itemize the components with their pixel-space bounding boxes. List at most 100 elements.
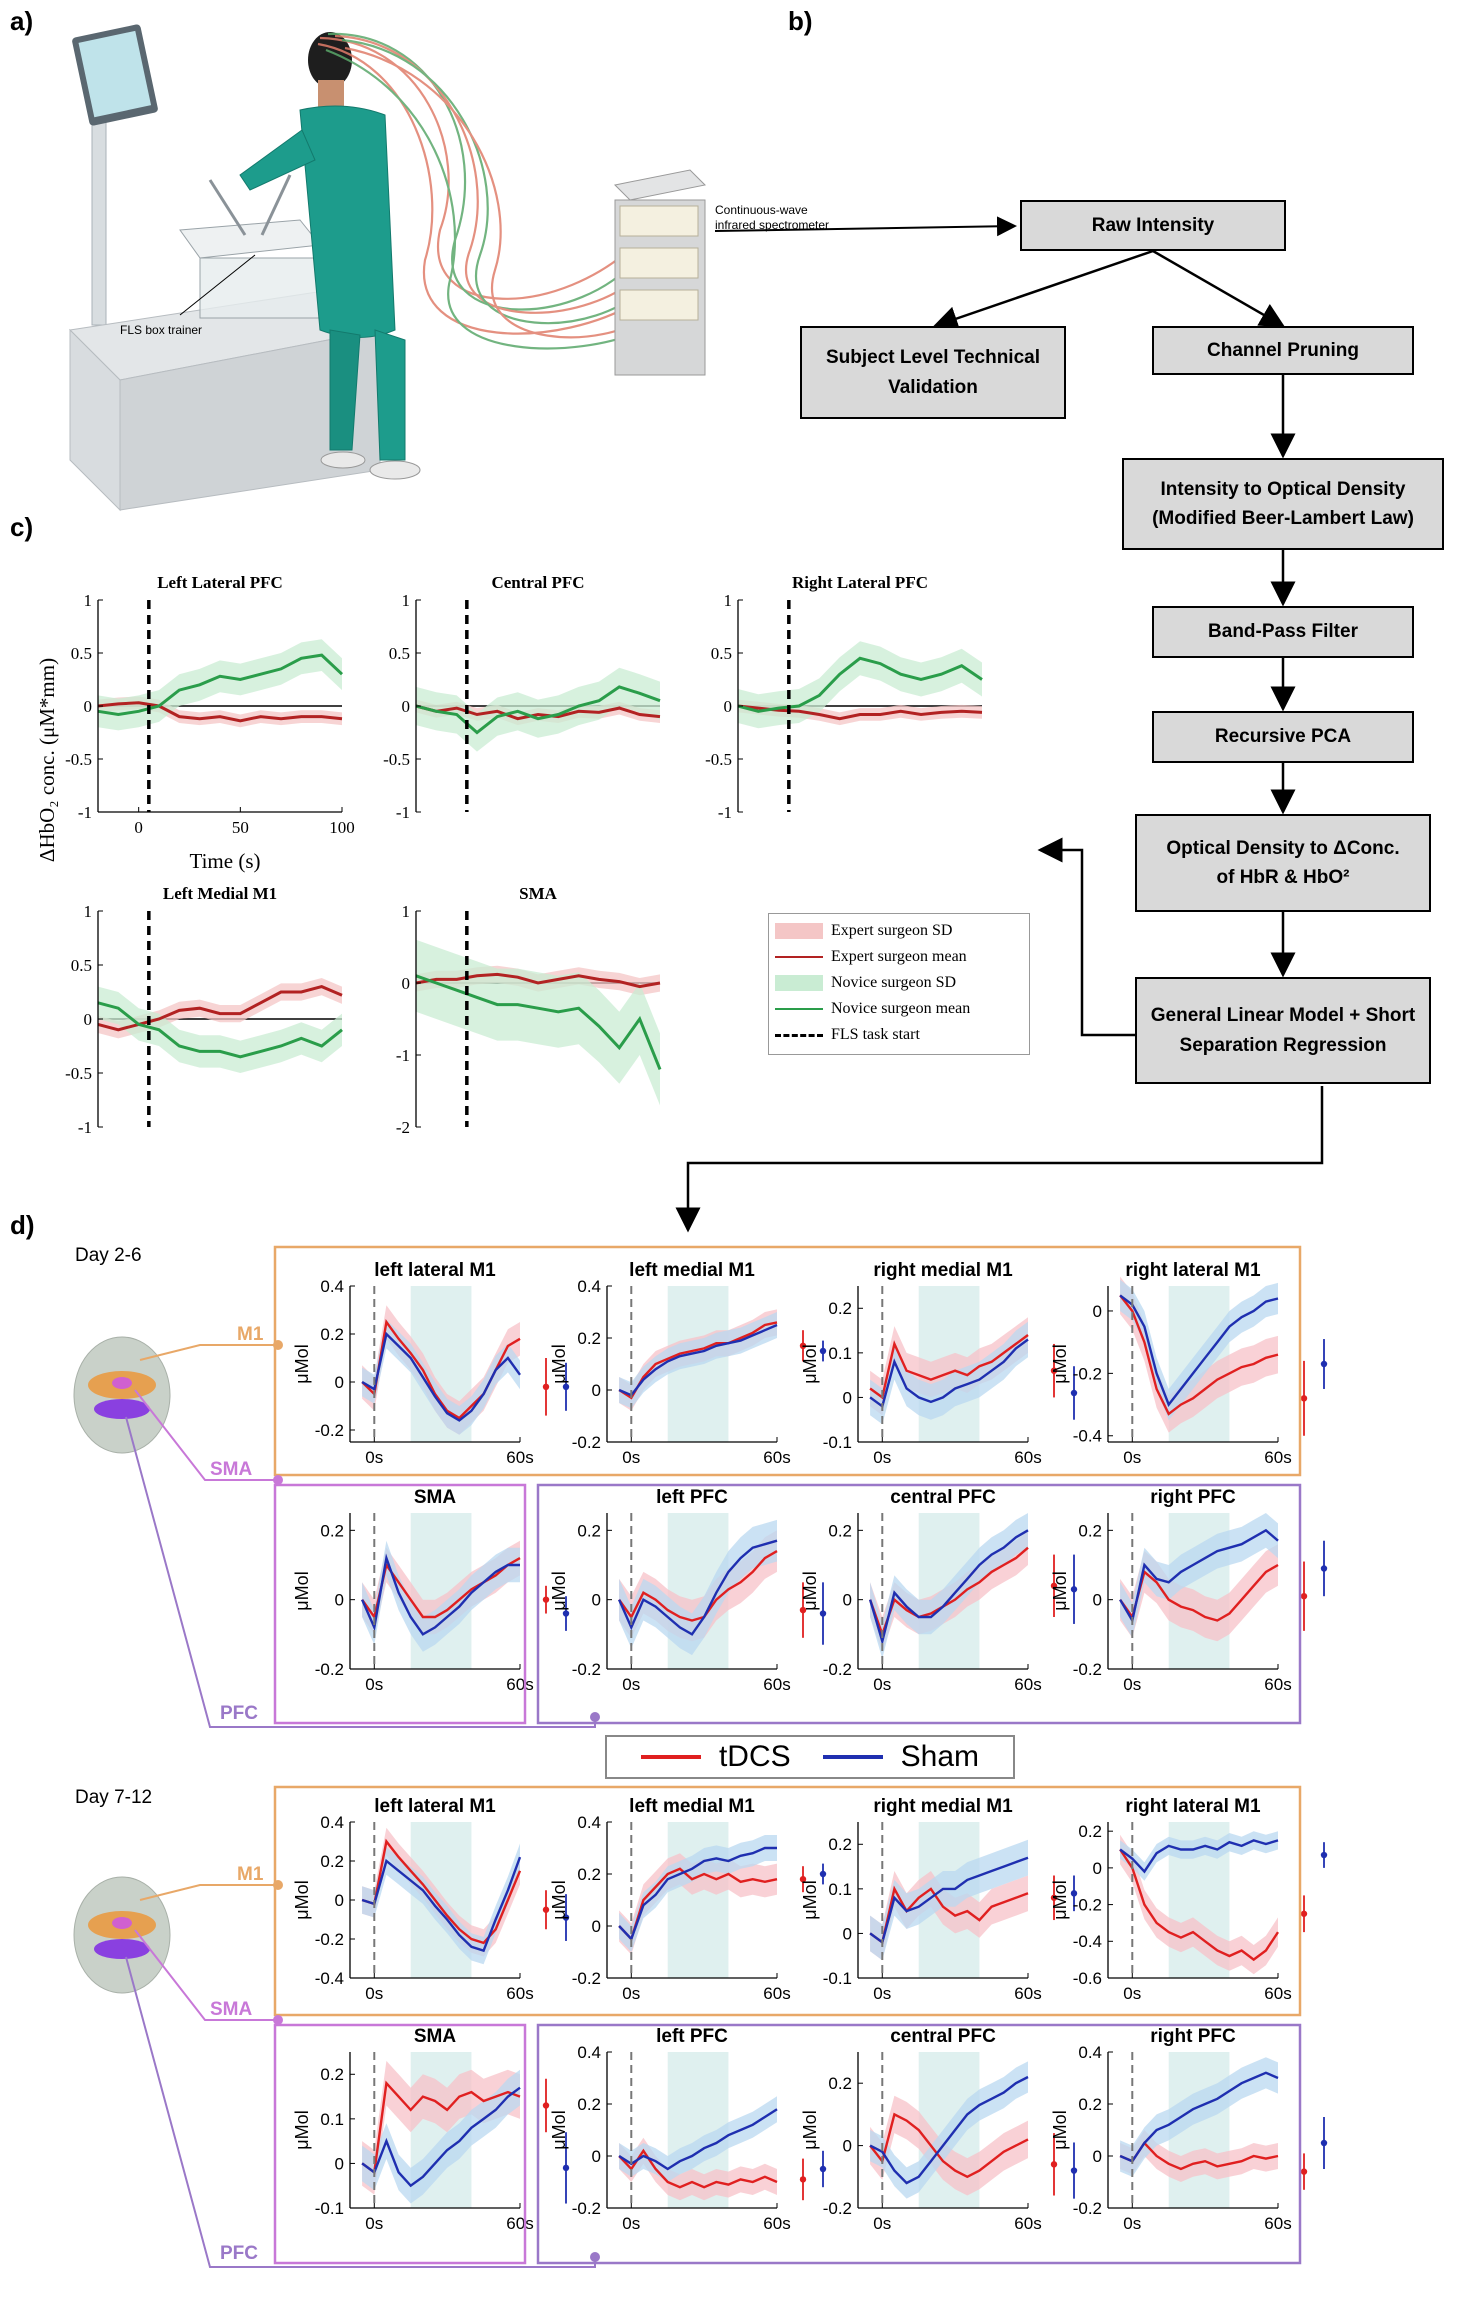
y-tick-label: -0.5 bbox=[65, 1064, 92, 1083]
series-line-sham bbox=[618, 1323, 778, 1397]
y-tick-label: 0 bbox=[1093, 1859, 1102, 1878]
y-tick-label: -0.2 bbox=[1073, 2199, 1102, 2218]
chart-title: left PFC bbox=[656, 1487, 728, 1508]
panel-d-ylabel: μMol bbox=[549, 1344, 569, 1383]
y-tick-label: 0.2 bbox=[320, 1521, 344, 1540]
summary-point-sham bbox=[562, 1914, 570, 1921]
y-tick-label: 1 bbox=[402, 591, 411, 610]
x-tick-label: 0s bbox=[873, 1675, 891, 1694]
y-tick-label: 0.4 bbox=[1078, 2043, 1102, 2062]
chart-left-lateral-pfc: -1 -0.5 0 0.5 1 0 50 100 Left Lateral PFC bbox=[65, 573, 355, 837]
legend-swatch-tdcs bbox=[640, 1755, 701, 1759]
x-tick-label: 0s bbox=[365, 1984, 383, 2003]
flow-recursive-pca: Recursive PCA bbox=[1152, 711, 1414, 763]
trainer-label: FLS box trainer bbox=[120, 323, 202, 337]
chart-right-pfc: -0.2 0 0.2 0s 60s right PFC bbox=[1073, 1487, 1328, 1694]
chart-sma: -2 -1 0 1 SMA bbox=[396, 884, 662, 1137]
summary-point-tdcs bbox=[1050, 1894, 1058, 1901]
chart-title: right PFC bbox=[1150, 1487, 1236, 1508]
y-tick-label: 0 bbox=[592, 1591, 601, 1610]
task-window bbox=[667, 1822, 729, 1978]
series-line-expert-surgeon-mean bbox=[97, 701, 343, 723]
chart-central-pfc: -0.2 0 0.2 0s 60s central PFC bbox=[823, 2026, 1078, 2233]
sma-frame-day1 bbox=[273, 1483, 527, 1725]
series-line-expert-surgeon-mean bbox=[415, 972, 661, 989]
series-line-sham bbox=[361, 1553, 520, 1636]
panel-d-ylabel: μMol bbox=[1050, 1344, 1070, 1383]
chart-title: Right Lateral PFC bbox=[792, 573, 928, 592]
legend-swatch-expert-sd bbox=[775, 923, 823, 939]
y-tick-label: 0 bbox=[402, 974, 411, 993]
sd-band-tdcs bbox=[1120, 1834, 1278, 1975]
m1-connector-dot bbox=[273, 1880, 283, 1890]
surgeon-illustration bbox=[68, 24, 707, 512]
series-line-tdcs bbox=[361, 1557, 521, 1620]
x-tick-label: 60s bbox=[506, 1984, 533, 2003]
legend-swatch-task-start bbox=[775, 1033, 823, 1037]
summary-point-tdcs bbox=[799, 1342, 807, 1350]
chart-sma: -0.2 0 0.2 0s 60s SMA bbox=[315, 1487, 570, 1694]
chart-title: Left Medial M1 bbox=[163, 884, 277, 903]
chart-central-pfc: -0.2 0 0.2 0s 60s central PFC bbox=[823, 1487, 1078, 1694]
y-tick-label: 0.2 bbox=[320, 1325, 344, 1344]
x-tick-label: 0s bbox=[365, 2214, 383, 2233]
chart-right-lateral-pfc: -1 -0.5 0 0.5 1 Right Lateral PFC bbox=[705, 573, 983, 822]
sd-band-sham bbox=[1120, 2057, 1278, 2177]
y-tick-label: 0 bbox=[335, 1591, 344, 1610]
y-tick-label: 0.2 bbox=[320, 1852, 344, 1871]
brain-pfc-region bbox=[94, 1399, 150, 1419]
panel-letter-a: a) bbox=[10, 6, 33, 36]
chart-title: right medial M1 bbox=[873, 1260, 1013, 1281]
panel-d-ylabel: μMol bbox=[1050, 2110, 1070, 2149]
sma-frame-day2 bbox=[273, 2023, 527, 2265]
y-tick-label: 0 bbox=[843, 1924, 852, 1943]
summary-point-tdcs bbox=[542, 1383, 550, 1391]
summary-point-tdcs bbox=[542, 2102, 550, 2109]
series-line-novice-surgeon-mean bbox=[97, 1001, 343, 1059]
y-tick-label: -0.4 bbox=[1073, 1427, 1102, 1446]
summary-point-tdcs bbox=[799, 1876, 807, 1883]
sd-band-tdcs bbox=[870, 2095, 1028, 2196]
region-label-pfc: PFC bbox=[220, 1703, 258, 1724]
series-line-sham bbox=[1119, 1294, 1279, 1408]
y-tick-label: 1 bbox=[84, 591, 93, 610]
legend-swatch-novice-sd bbox=[775, 975, 823, 991]
y-tick-label: 0.4 bbox=[577, 1277, 601, 1296]
y-tick-label: -0.2 bbox=[572, 1660, 601, 1679]
series-line-tdcs bbox=[618, 2148, 778, 2189]
y-tick-label: -1 bbox=[78, 803, 92, 822]
series-line-novice-surgeon-mean bbox=[737, 656, 983, 713]
x-tick-label: 60s bbox=[1014, 1675, 1041, 1694]
chart-title: right medial M1 bbox=[873, 1796, 1013, 1817]
y-tick-label: -0.1 bbox=[823, 1433, 852, 1452]
x-tick-label: 0s bbox=[622, 1984, 640, 2003]
y-tick-label: -0.2 bbox=[823, 2199, 852, 2218]
y-tick-label: 0 bbox=[402, 697, 411, 716]
x-tick-label: 0s bbox=[365, 1675, 383, 1694]
y-tick-label: 0 bbox=[335, 1373, 344, 1392]
y-tick-label: -0.4 bbox=[1073, 1932, 1102, 1951]
sd-band-sham bbox=[619, 1835, 777, 1952]
summary-point-sham bbox=[1320, 1360, 1328, 1368]
panel-d-ylabel: μMol bbox=[800, 2110, 820, 2149]
y-tick-label: -1 bbox=[396, 803, 410, 822]
chart-title: central PFC bbox=[890, 2026, 996, 2047]
summary-point-sham bbox=[1320, 1565, 1328, 1572]
y-tick-label: 0.2 bbox=[577, 2095, 601, 2114]
m1-frame-day2 bbox=[273, 1785, 1302, 2017]
y-tick-label: 0.2 bbox=[320, 2065, 344, 2084]
summary-point-tdcs bbox=[1050, 2161, 1058, 2168]
x-tick-label: 60s bbox=[1264, 2214, 1291, 2233]
series-line-sham bbox=[1119, 1839, 1279, 1874]
legend-swatch-expert-mean bbox=[775, 956, 823, 958]
legend-expert-mean: Expert surgeon mean bbox=[831, 948, 967, 965]
y-tick-label: 0 bbox=[592, 2147, 601, 2166]
sd-band-tdcs bbox=[362, 2060, 520, 2195]
summary-point-sham bbox=[1070, 2167, 1078, 2174]
y-tick-label: -2 bbox=[396, 1118, 410, 1137]
brain-icon bbox=[73, 1336, 171, 1454]
y-tick-label: -1 bbox=[78, 1118, 92, 1137]
m1-frame-day1 bbox=[273, 1245, 1302, 1477]
x-tick-label: 60s bbox=[1264, 1675, 1291, 1694]
